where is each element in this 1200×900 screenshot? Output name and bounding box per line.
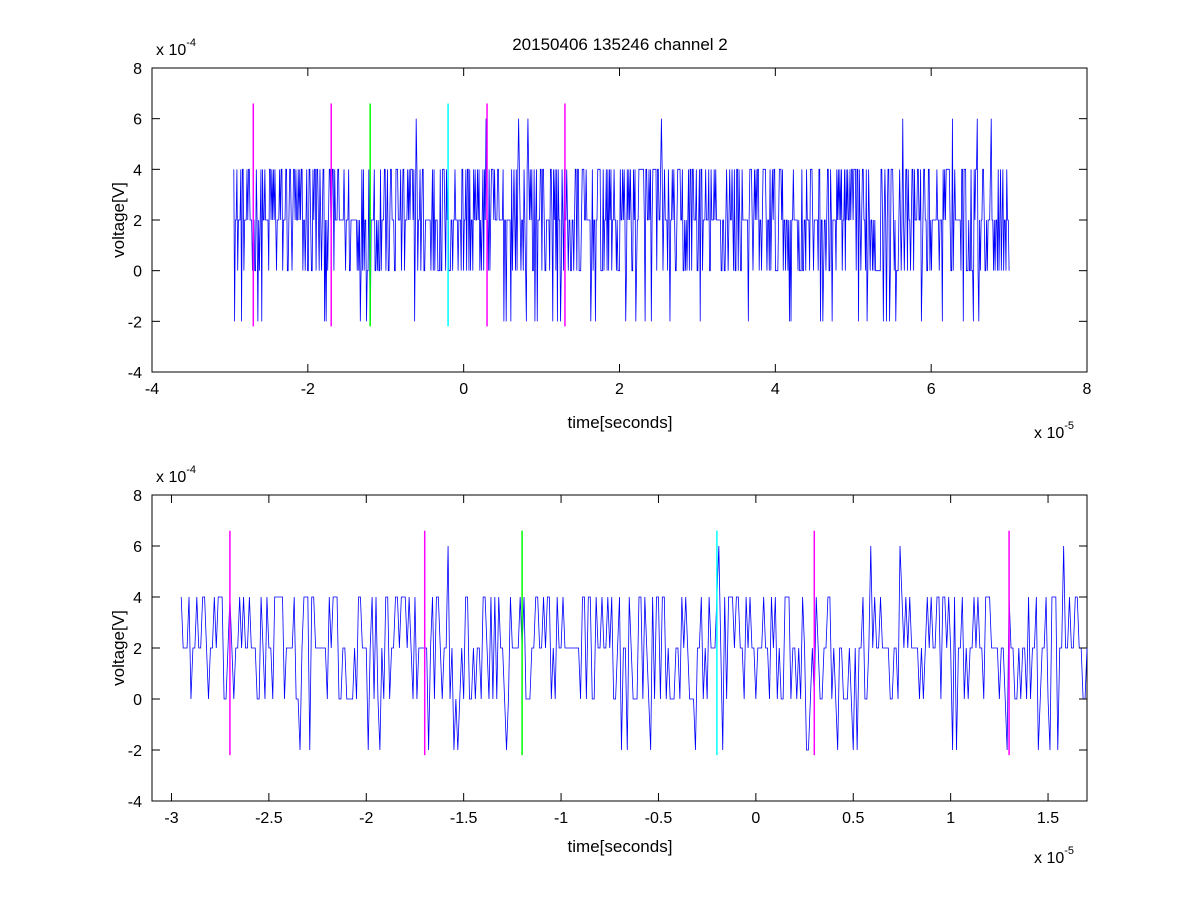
y-exponent-label-top: x 10-4 bbox=[156, 37, 196, 59]
x-tick-label: -2 bbox=[301, 381, 315, 398]
chart-top: 20150406 135246 channel 2 -4 -2 0 2 4 6 8 -4 -2… bbox=[109, 35, 1092, 442]
y-tick-label: 2 bbox=[133, 213, 142, 230]
x-tick-label: 0 bbox=[459, 381, 468, 398]
y-tick-label: -4 bbox=[128, 794, 142, 811]
markers-top bbox=[252, 103, 566, 327]
y-tick-label: -2 bbox=[128, 314, 142, 331]
markers-bottom bbox=[229, 530, 1010, 756]
y-tick-label: 2 bbox=[133, 641, 142, 658]
series-top bbox=[233, 118, 1010, 322]
x-exponent-label-bottom: x 10-5 bbox=[1034, 845, 1074, 867]
chart-title: 20150406 135246 channel 2 bbox=[512, 35, 728, 54]
y-axis-label-bottom: voltage[V] bbox=[109, 610, 128, 686]
x-exponent-label-top: x 10-5 bbox=[1034, 420, 1074, 442]
x-tick-label: 1.5 bbox=[1037, 810, 1059, 827]
x-axis-label-top: time[seconds] bbox=[568, 413, 673, 432]
x-axis-label-bottom: time[seconds] bbox=[568, 837, 673, 856]
y-tick-label: 6 bbox=[133, 539, 142, 556]
x-tick-label: -1.5 bbox=[450, 810, 478, 827]
x-tick-label: -1 bbox=[554, 810, 568, 827]
x-tick-label: -3 bbox=[164, 810, 178, 827]
series-bottom bbox=[180, 545, 1088, 751]
y-axis-ticks-bottom: -4 -2 0 2 4 6 8 bbox=[128, 488, 1087, 811]
x-tick-label: 1 bbox=[946, 810, 955, 827]
y-tick-label: 8 bbox=[133, 488, 142, 505]
y-axis-label-top: voltage[V] bbox=[109, 182, 128, 258]
x-tick-label: 8 bbox=[1083, 381, 1092, 398]
y-tick-label: 6 bbox=[133, 112, 142, 129]
x-tick-label: -0.5 bbox=[645, 810, 673, 827]
x-tick-label: 0 bbox=[751, 810, 760, 827]
y-tick-label: 8 bbox=[133, 61, 142, 78]
x-tick-label: 2 bbox=[615, 381, 624, 398]
y-tick-label: -2 bbox=[128, 743, 142, 760]
y-tick-label: 0 bbox=[133, 264, 142, 281]
y-tick-label: 0 bbox=[133, 692, 142, 709]
series-line bbox=[180, 545, 1088, 751]
x-tick-label: 0.5 bbox=[842, 810, 864, 827]
x-tick-label: -2.5 bbox=[255, 810, 283, 827]
x-tick-label: 4 bbox=[771, 381, 780, 398]
plot-area-bottom bbox=[151, 494, 1088, 802]
x-axis-ticks-top: -4 -2 0 2 4 6 8 bbox=[145, 68, 1092, 398]
x-tick-label: -2 bbox=[359, 810, 373, 827]
x-axis-ticks-bottom: -3 -2.5 -2 -1.5 -1 -0.5 0 0.5 1 1.5 bbox=[164, 495, 1059, 827]
x-tick-label: 6 bbox=[927, 381, 936, 398]
y-tick-label: 4 bbox=[133, 162, 142, 179]
y-exponent-label-bottom: x 10-4 bbox=[156, 464, 196, 486]
chart-bottom: -3 -2.5 -2 -1.5 -1 -0.5 0 0.5 1 1.5 -4 -2 0 2 4 6 8 tim… bbox=[109, 464, 1088, 867]
y-axis-ticks-top: -4 -2 0 2 4 6 8 bbox=[128, 61, 1087, 382]
y-tick-label: 4 bbox=[133, 590, 142, 607]
x-tick-label: -4 bbox=[145, 381, 159, 398]
series-line bbox=[233, 118, 1010, 322]
y-tick-label: -4 bbox=[128, 365, 142, 382]
